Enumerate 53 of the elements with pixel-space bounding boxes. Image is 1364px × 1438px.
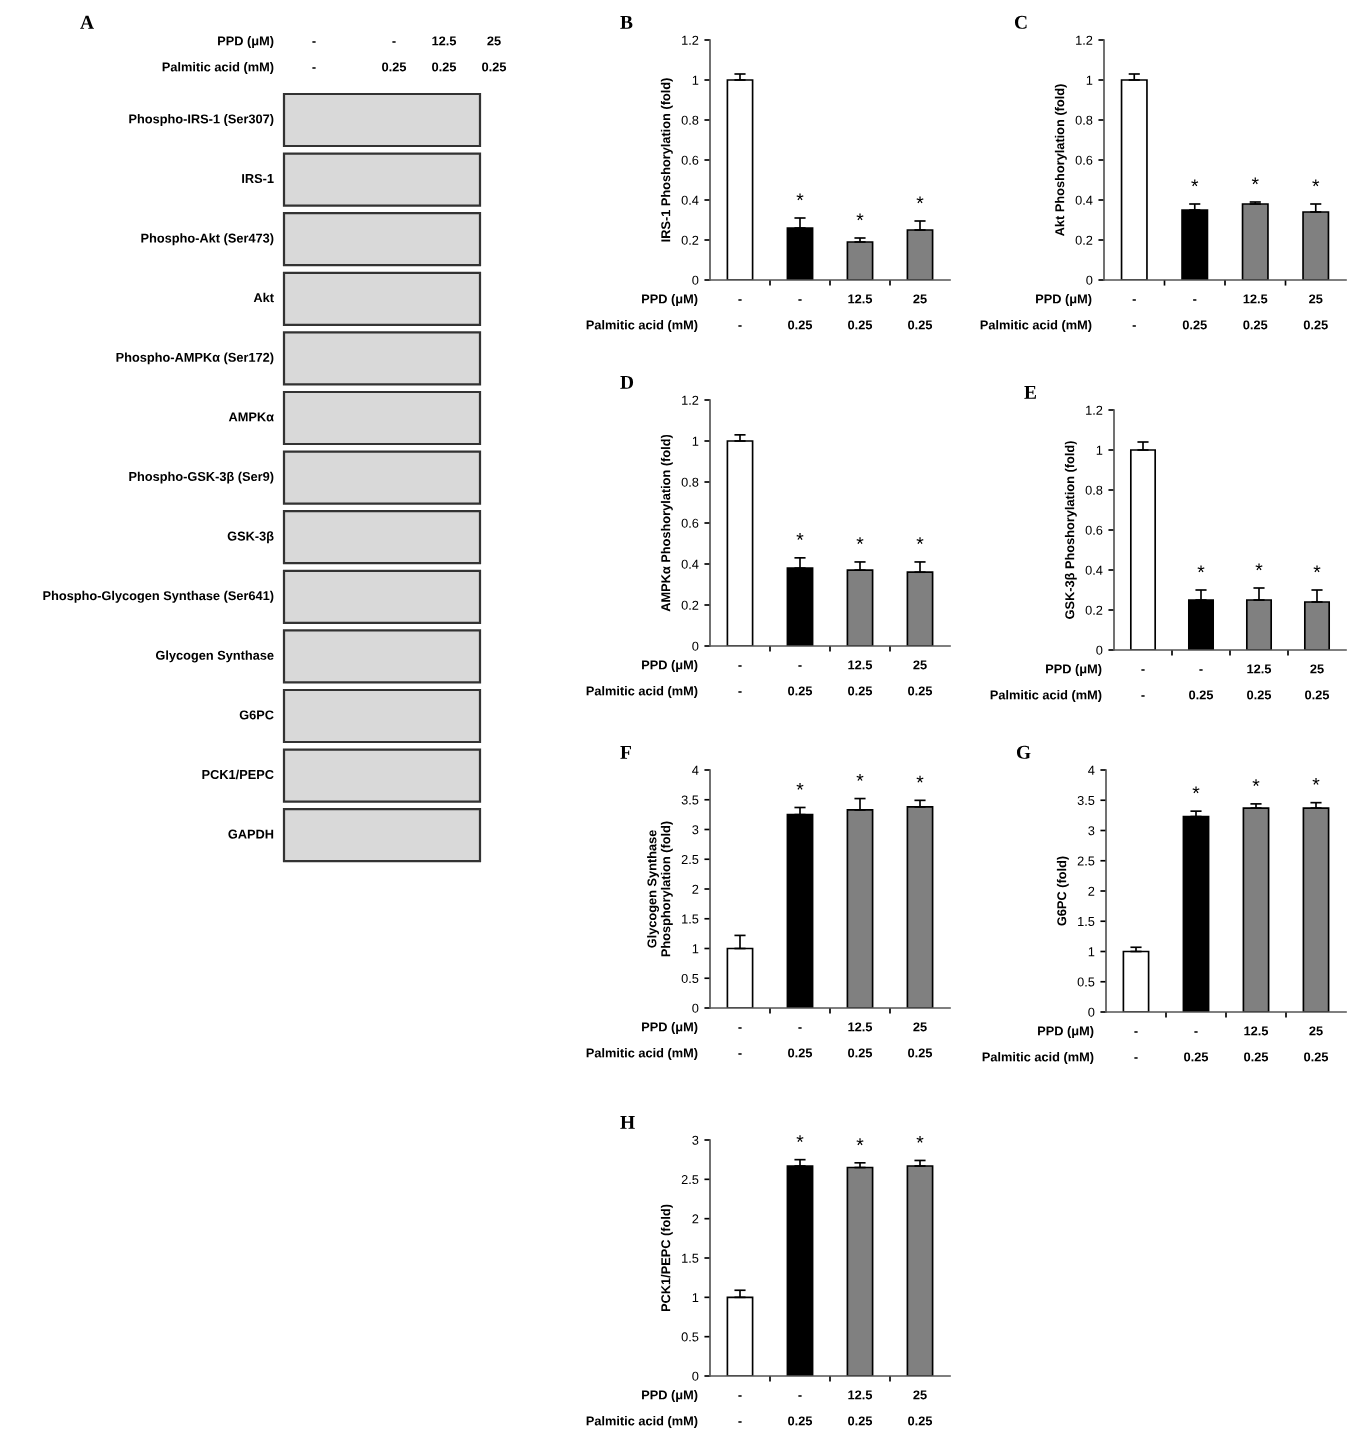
bar bbox=[1120, 79, 1148, 280]
bar bbox=[1182, 815, 1210, 1012]
data-label: * bbox=[796, 1135, 804, 1142]
chart-title: F bbox=[620, 745, 631, 759]
data-label: * bbox=[1312, 179, 1320, 187]
bar bbox=[846, 569, 874, 646]
bar bbox=[1122, 950, 1150, 1012]
data-label: * bbox=[1313, 565, 1321, 573]
bar bbox=[1302, 211, 1330, 280]
bar bbox=[906, 571, 934, 646]
chart-title: H bbox=[620, 1115, 635, 1129]
bar bbox=[906, 1165, 934, 1376]
data-label: * bbox=[796, 533, 804, 540]
bar bbox=[846, 1166, 874, 1376]
data-label: * bbox=[1192, 786, 1200, 794]
bar bbox=[786, 813, 814, 1008]
data-label: * bbox=[916, 537, 924, 544]
bar bbox=[1181, 209, 1209, 280]
data-label: * bbox=[916, 196, 924, 204]
bar bbox=[726, 440, 754, 646]
data-label: * bbox=[1312, 778, 1320, 785]
data-label: * bbox=[856, 213, 864, 221]
data-label: * bbox=[916, 775, 924, 783]
data-label: * bbox=[1197, 565, 1205, 573]
bar bbox=[1187, 599, 1215, 650]
text: A bbox=[80, 15, 94, 29]
bar bbox=[1302, 807, 1330, 1012]
data-label: * bbox=[856, 1138, 864, 1146]
data-label: * bbox=[1191, 179, 1199, 187]
bar bbox=[726, 1296, 754, 1376]
bar bbox=[1129, 449, 1157, 650]
chart-title: C bbox=[1014, 15, 1027, 29]
chart-title: E bbox=[1024, 385, 1036, 399]
bar bbox=[846, 241, 874, 280]
bar bbox=[1241, 203, 1269, 280]
data-label: * bbox=[796, 782, 804, 790]
chart-title: G bbox=[1016, 745, 1031, 759]
bar bbox=[726, 79, 754, 280]
data-label: * bbox=[856, 537, 864, 544]
bar bbox=[906, 229, 934, 280]
chart-title: D bbox=[620, 375, 634, 389]
data-label: * bbox=[856, 774, 864, 781]
bar bbox=[906, 806, 934, 1008]
bar bbox=[786, 1165, 814, 1376]
data-label: * bbox=[1252, 779, 1260, 787]
bar bbox=[786, 567, 814, 646]
chart-title: B bbox=[620, 15, 633, 29]
data-label: * bbox=[1251, 177, 1259, 185]
data-label: * bbox=[796, 193, 804, 201]
data-label: * bbox=[1255, 563, 1263, 571]
bar bbox=[1242, 807, 1270, 1012]
bar bbox=[786, 227, 814, 280]
data-label: * bbox=[916, 1135, 924, 1143]
